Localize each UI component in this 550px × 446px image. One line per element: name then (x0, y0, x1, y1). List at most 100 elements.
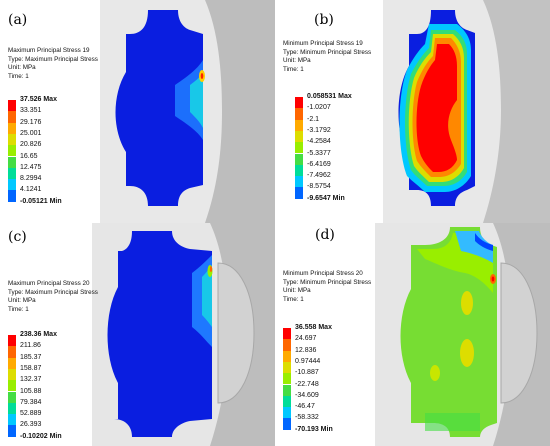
legend-swatch (8, 122, 16, 134)
result-time: Time: 1 (283, 65, 304, 73)
legend-value: 12.836 (295, 346, 317, 354)
legend-value: 132.37 (20, 376, 42, 384)
legend-value: -10.887 (295, 369, 319, 377)
result-type: Type: Maximum Principal Stress (8, 288, 98, 296)
legend-value: -4.2584 (307, 138, 331, 146)
legend-value: -9.6547 Min (307, 194, 345, 202)
legend-value: 16.65 (20, 152, 38, 160)
legend-value: 105.88 (20, 387, 42, 395)
result-type: Type: Minimum Principal Stress (283, 48, 372, 56)
result-type: Type: Minimum Principal Stress (283, 278, 372, 286)
panel-a: (a) Maximum Principal Stress 19 Type: Ma… (0, 0, 275, 223)
panel-label: (b) (314, 12, 334, 28)
legend-swatch (295, 142, 303, 154)
contour-plot-d (375, 223, 550, 446)
legend-value: -0.10202 Min (20, 432, 62, 440)
legend-value: 0.058531 Max (307, 93, 352, 100)
legend-swatch (295, 108, 303, 120)
legend-value: 158.87 (20, 364, 42, 372)
legend-swatch (295, 176, 303, 188)
legend-value: 25.001 (20, 129, 42, 137)
legend-swatch (283, 418, 291, 430)
legend-value: 0.97444 (295, 357, 321, 365)
contour-plot-a (100, 0, 275, 223)
result-time: Time: 1 (283, 295, 304, 303)
legend-value: -46.47 (295, 403, 315, 411)
legend-value: 36.558 Max (295, 324, 332, 331)
legend-swatch (8, 425, 16, 437)
legend-swatch (283, 350, 291, 362)
legend-swatch (283, 339, 291, 351)
legend-value: -70.193 Min (295, 425, 333, 433)
legend-swatch (295, 130, 303, 143)
panel-d: (d) Minimum Principal Stress 20 Type: Mi… (275, 223, 550, 446)
legend-value: -7.4962 (307, 172, 331, 180)
legend-value: 29.176 (20, 118, 42, 126)
legend-swatch (283, 328, 291, 340)
legend-swatch (8, 414, 16, 426)
legend-value: -22.748 (295, 380, 319, 388)
legend-swatch (8, 402, 16, 415)
legend-swatch (8, 100, 16, 112)
legend-value: 79.384 (20, 398, 42, 406)
legend-swatch (8, 167, 16, 180)
legend-value: -0.05121 Min (20, 197, 62, 205)
legend-swatch (8, 145, 16, 157)
legend-value: -58.332 (295, 414, 319, 422)
legend-swatch (283, 373, 291, 385)
legend-swatch (295, 97, 303, 109)
result-title: Minimum Principal Stress 20 (283, 270, 363, 277)
legend-value: 37.526 Max (20, 96, 57, 103)
result-title: Minimum Principal Stress 19 (283, 40, 363, 47)
result-title: Maximum Principal Stress 20 (8, 280, 90, 287)
panel-label: (d) (315, 227, 335, 243)
legend-value: -3.1792 (307, 126, 331, 134)
panel-label: (a) (8, 12, 28, 28)
panel-c: (c) Maximum Principal Stress 20 Type: Ma… (0, 223, 275, 446)
legend-swatch (295, 153, 303, 165)
result-unit: Unit: MPa (8, 297, 36, 305)
legend-swatch (295, 119, 303, 131)
result-info: Minimum Principal Stress 20 Type: Minimu… (283, 270, 371, 304)
legend-swatch (8, 346, 16, 358)
legend-value: -6.4169 (307, 160, 331, 168)
legend-swatch (283, 395, 291, 408)
legend-value: 26.393 (20, 421, 42, 429)
legend-value: -2.1 (307, 115, 320, 123)
legend-value: 211.86 (20, 342, 41, 350)
result-unit: Unit: MPa (8, 64, 36, 72)
legend-swatch (8, 190, 16, 202)
legend-swatch (8, 380, 16, 392)
legend-value: 12.475 (20, 163, 42, 171)
legend-swatch (295, 187, 303, 199)
legend-swatch (8, 111, 16, 123)
legend-swatch (8, 368, 16, 381)
legend-value: -5.3377 (307, 149, 331, 157)
legend-value: -34.609 (295, 391, 319, 399)
legend-value: 238.36 Max (20, 331, 57, 338)
legend-value: 4.1241 (20, 186, 42, 194)
legend-swatch (283, 361, 291, 374)
result-type: Type: Maximum Principal Stress (8, 55, 98, 63)
legend-swatch (8, 179, 16, 191)
legend-swatch (283, 384, 291, 396)
legend-value: 8.2994 (20, 175, 42, 183)
result-unit: Unit: MPa (283, 57, 311, 65)
result-unit: Unit: MPa (283, 287, 311, 295)
contour-plot-b (383, 0, 550, 223)
legend-value: 33.351 (20, 107, 42, 115)
result-time: Time: 1 (8, 72, 29, 80)
legend-swatch (8, 133, 16, 146)
contour-plot-c (92, 223, 275, 446)
legend-value: 20.826 (20, 141, 42, 149)
result-info: Maximum Principal Stress 20 Type: Maximu… (8, 280, 98, 314)
result-time: Time: 1 (8, 305, 29, 313)
legend-value: 185.37 (20, 353, 42, 361)
legend-swatch (8, 357, 16, 369)
legend-swatch (8, 156, 16, 168)
legend-value: -1.0207 (307, 104, 331, 112)
panel-label: (c) (8, 229, 27, 245)
legend-swatch (283, 407, 291, 419)
legend-value: 52.889 (20, 410, 42, 418)
legend-swatch (295, 164, 303, 177)
